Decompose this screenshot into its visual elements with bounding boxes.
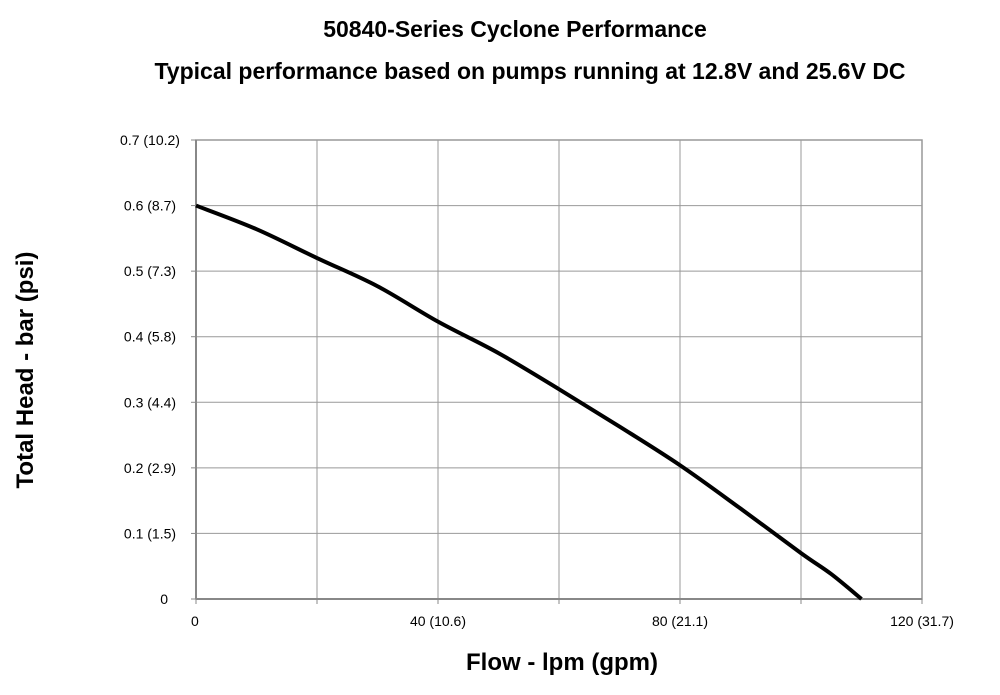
x-tick-label: 120 (31.7) <box>890 613 954 629</box>
x-tick-label: 40 (10.6) <box>410 613 466 629</box>
y-tick-label: 0.6 (8.7) <box>124 198 176 214</box>
x-tick-label: 0 <box>191 613 199 629</box>
y-axis-label: Total Head - bar (psi) <box>12 252 39 489</box>
x-tick-label: 80 (21.1) <box>652 613 708 629</box>
y-tick-label: 0.3 (4.4) <box>124 394 176 410</box>
y-tick-label: 0.4 (5.8) <box>124 329 176 345</box>
y-tick-label: 0.1 (1.5) <box>124 525 176 541</box>
y-tick-label: 0.2 (2.9) <box>124 460 176 476</box>
chart-title: 50840-Series Cyclone Performance <box>323 16 707 42</box>
y-tick-label: 0 <box>160 591 168 607</box>
y-tick-label: 0.7 (10.2) <box>120 132 180 148</box>
chart-subtitle: Typical performance based on pumps runni… <box>154 58 906 84</box>
y-tick-label: 0.5 (7.3) <box>124 263 176 279</box>
performance-curve <box>195 203 863 601</box>
x-axis-label: Flow - lpm (gpm) <box>466 649 658 676</box>
